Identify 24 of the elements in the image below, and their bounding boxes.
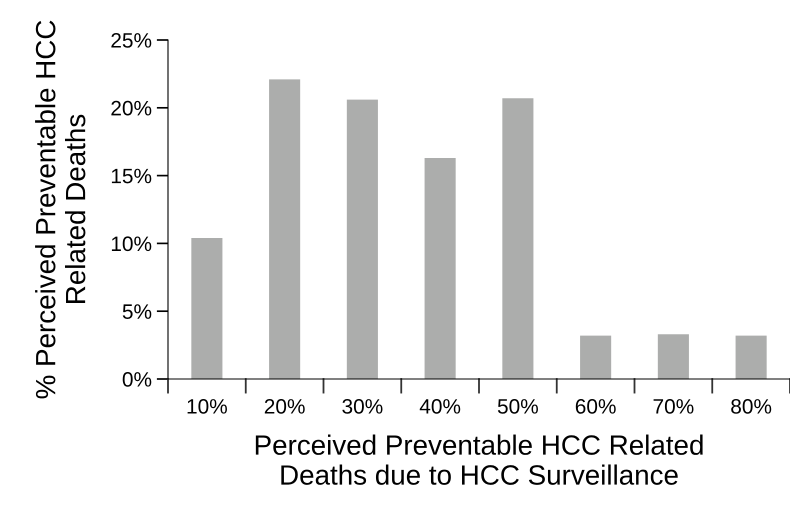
x-tick-label: 70%: [654, 398, 694, 414]
x-tick-label: 80%: [731, 398, 772, 414]
x-tick-label: 60%: [576, 398, 616, 414]
bar: [269, 79, 300, 379]
bar: [424, 158, 456, 379]
x-tick-label: 50%: [498, 398, 538, 414]
bar: [191, 238, 222, 379]
y-tick-label: 15%: [112, 168, 152, 184]
x-tick-label: 10%: [188, 398, 227, 414]
bar: [502, 98, 534, 379]
x-tick-label: 40%: [420, 398, 460, 414]
y-axis-title: % Perceived Preventable HCC Related Deaths: [35, 20, 86, 398]
bar: [580, 336, 612, 379]
bar: [658, 334, 689, 379]
x-axis-title: Perceived Preventable HCC Related Deaths due to HCC Surveillance: [256, 434, 703, 485]
x-tick-label: 30%: [342, 398, 382, 414]
x-tick-label: 20%: [264, 398, 305, 414]
y-tick-label: 10%: [112, 236, 152, 252]
y-tick-label: 0%: [122, 372, 152, 387]
bar: [736, 336, 767, 379]
y-tick-label: 25%: [111, 33, 152, 48]
y-tick-label: 5%: [122, 304, 152, 319]
y-tick-label: 20%: [111, 100, 152, 116]
bar: [346, 100, 378, 379]
